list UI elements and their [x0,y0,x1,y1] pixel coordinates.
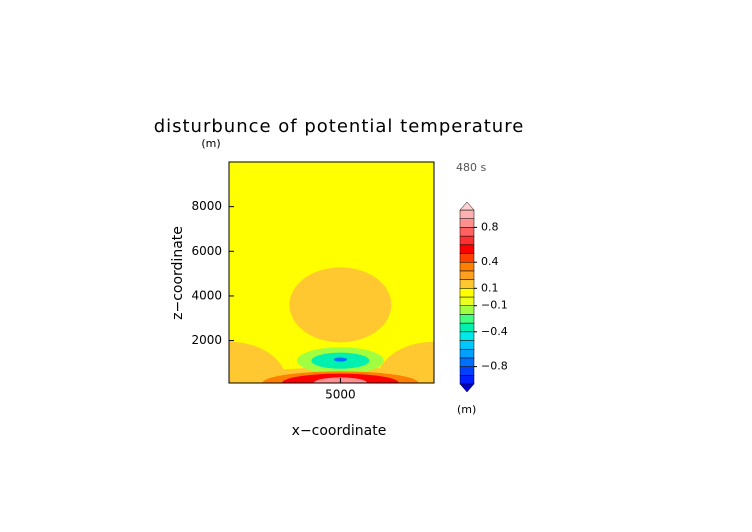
colorbar-bin [459,279,475,289]
x-tick-label: 5000 [325,388,356,402]
contour-region [289,267,392,343]
colorbar-bin [459,375,475,385]
y-tick-label: 4000 [191,288,222,302]
colorbar-bin [459,305,475,315]
colorbar-bin [459,227,475,237]
field [229,162,434,383]
colorbar-bin [459,244,475,254]
colorbar-tick-label: 0.4 [481,255,499,268]
colorbar-bin [459,209,475,219]
colorbar-tick-label: −0.1 [481,299,508,312]
colorbar-tick-label: 0.1 [481,281,499,294]
colorbar-bin [459,296,475,306]
y-tick-label: 2000 [191,333,222,347]
time-label: 480 s [456,161,486,174]
y-tick-label: 8000 [191,199,222,213]
y-tick-label: 6000 [191,244,222,258]
colorbar-bin [459,261,475,272]
colorbar-tick-label: −0.8 [481,360,508,373]
colorbar-bin [459,366,475,376]
colorbar-bin [459,357,475,367]
contour-region [333,357,348,362]
colorbar-bin [459,322,475,333]
x-unit: (m) [457,403,476,416]
x-axis-label: x−coordinate [292,423,387,439]
colorbar-under [459,383,475,393]
colorbar-bin [459,314,475,324]
colorbar-over [459,201,475,211]
colorbar-bin [459,288,475,298]
y-axis-label: z−coordinate [170,226,186,320]
colorbar-bin [459,340,475,350]
colorbar-tick-label: −0.4 [481,325,508,338]
colorbar-bin [459,348,475,359]
chart-title: disturbunce of potential temperature [154,116,525,137]
colorbar-bin [459,235,475,246]
plot-frame [228,161,435,384]
colorbar-tick-label: 0.8 [481,220,499,233]
colorbar-bin [459,331,475,341]
colorbar-bin [459,253,475,263]
colorbar-bin [459,218,475,228]
colorbar-bin [459,270,475,280]
y-unit: (m) [201,137,220,150]
